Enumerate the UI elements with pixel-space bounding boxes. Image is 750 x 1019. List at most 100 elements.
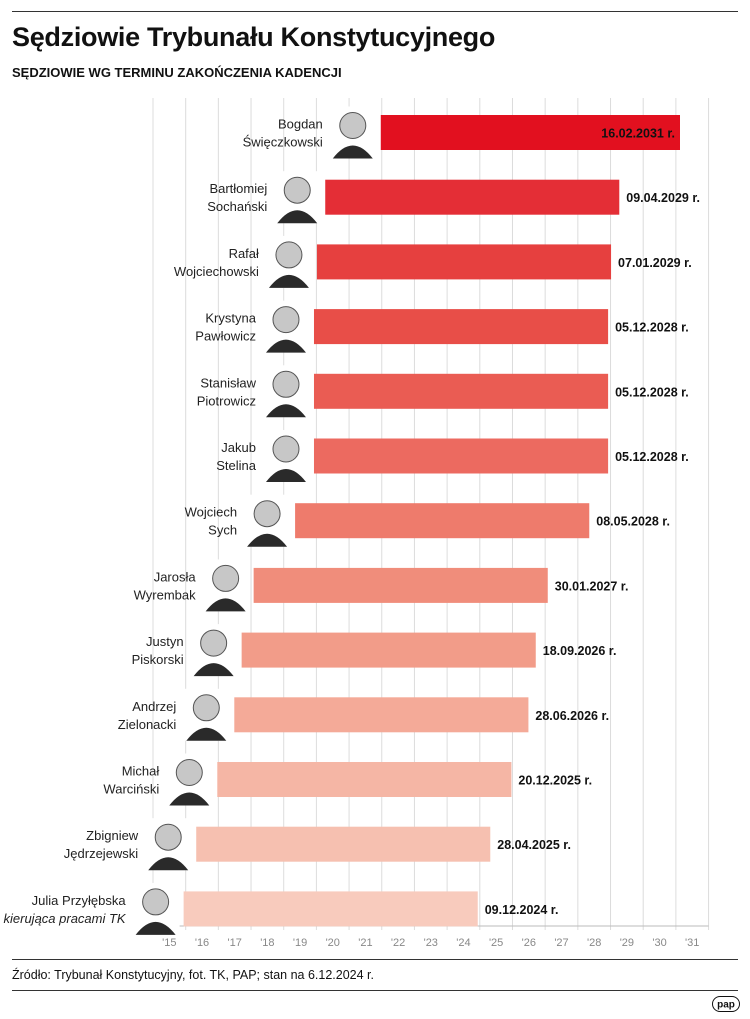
judge-role-label: kierująca pracami TK xyxy=(4,911,127,926)
source-note: Źródło: Trybunał Konstytucyjny, fot. TK,… xyxy=(12,968,374,982)
judge-name-label: Jarosła xyxy=(154,569,197,584)
portrait-shoulders xyxy=(265,339,306,353)
bar-end-date-label: 07.01.2029 r. xyxy=(618,256,692,270)
judge-name-label: Piskorski xyxy=(132,652,184,667)
x-tick-label: '20 xyxy=(326,937,340,949)
judge-name-label: Michał xyxy=(122,764,160,779)
portrait-shoulders xyxy=(148,857,189,871)
judge-name-label: Andrzej xyxy=(132,699,176,714)
judge-name-label: Stelina xyxy=(216,458,257,473)
judge-name-label: Wyrembak xyxy=(134,587,197,602)
pap-logo: pap xyxy=(712,996,740,1012)
portrait-head xyxy=(212,564,240,592)
portrait-shoulders xyxy=(332,145,373,159)
portrait-head xyxy=(154,823,182,851)
portrait-head xyxy=(142,888,170,916)
judge-name-label: Zielonacki xyxy=(118,717,177,732)
bar-end-date-label: 09.12.2024 r. xyxy=(485,903,559,917)
judge-name-label: Krystyna xyxy=(205,311,256,326)
portrait-shoulders xyxy=(135,921,176,935)
portrait-shoulders xyxy=(193,663,234,677)
bar-end-date-label: 20.12.2025 r. xyxy=(518,774,592,788)
x-tick-label: '25 xyxy=(489,937,503,949)
judge-name-label: Wojciech xyxy=(185,505,238,520)
portrait-shoulders xyxy=(265,404,306,418)
bar-end-date-label: 16.02.2031 r. xyxy=(601,127,675,141)
judge-name-label: Jakub xyxy=(221,440,256,455)
x-tick-label: '19 xyxy=(293,937,307,949)
term-bar xyxy=(380,115,680,150)
judge-name-label: Warciński xyxy=(103,782,159,797)
portrait-head xyxy=(175,759,203,786)
bar-end-date-label: 08.05.2028 r. xyxy=(596,515,670,529)
page-subtitle: SĘDZIOWIE WG TERMINU ZAKOŃCZENIA KADENCJ… xyxy=(12,65,342,80)
term-bar xyxy=(234,697,529,733)
portrait-shoulders xyxy=(277,210,318,224)
term-bar xyxy=(325,179,620,215)
footer-rule-bottom xyxy=(12,990,738,991)
term-bar xyxy=(253,567,548,603)
portrait-shoulders xyxy=(205,598,246,612)
bar-end-date-label: 28.04.2025 r. xyxy=(497,838,571,852)
judge-name-label: Wojciechowski xyxy=(174,264,259,279)
portrait-shoulders xyxy=(247,533,288,547)
bar-end-date-label: 05.12.2028 r. xyxy=(615,450,689,464)
judge-name-label: Bogdan xyxy=(278,117,323,132)
judge-name-label: Sych xyxy=(208,523,237,538)
bar-end-date-label: 28.06.2026 r. xyxy=(535,709,609,723)
x-tick-label: '22 xyxy=(391,937,405,949)
portrait-head xyxy=(200,629,228,657)
term-bar xyxy=(313,309,609,345)
term-bar xyxy=(316,244,612,280)
term-bar xyxy=(217,762,512,797)
portrait-shoulders xyxy=(268,274,309,288)
portrait-head xyxy=(275,241,303,269)
portrait-shoulders xyxy=(169,792,210,806)
svg-text:pap: pap xyxy=(717,1000,735,1011)
term-bar xyxy=(241,632,536,668)
term-bar xyxy=(295,503,590,539)
x-tick-label: '24 xyxy=(456,937,470,949)
judge-name-label: Stanisław xyxy=(200,375,256,390)
judge-name-label: Julia Przyłębska xyxy=(32,893,127,908)
judge-name-label: Pawłowicz xyxy=(195,329,256,344)
judge-name-label: Jędrzejewski xyxy=(64,846,139,861)
portrait-head xyxy=(253,500,281,528)
x-tick-label: '31 xyxy=(685,937,699,949)
judge-name-label: Piotrowicz xyxy=(197,393,256,408)
x-tick-label: '15 xyxy=(162,937,176,949)
x-tick-label: '30 xyxy=(652,937,666,949)
x-tick-label: '29 xyxy=(620,937,634,949)
x-tick-label: '16 xyxy=(195,937,209,949)
judge-name-label: Rafał xyxy=(229,246,259,261)
term-bar xyxy=(313,438,609,474)
x-tick-label: '27 xyxy=(554,937,568,949)
x-tick-label: '17 xyxy=(228,937,242,949)
x-tick-label: '26 xyxy=(522,937,536,949)
x-tick-label: '28 xyxy=(587,937,601,949)
judge-name-label: Sochański xyxy=(207,199,267,214)
portrait-head xyxy=(272,370,300,398)
bar-end-date-label: 09.04.2029 r. xyxy=(626,191,700,205)
portrait-head xyxy=(272,435,300,463)
bar-end-date-label: 18.09.2026 r. xyxy=(543,644,617,658)
bar-end-date-label: 05.12.2028 r. xyxy=(615,321,689,335)
portrait-head xyxy=(339,112,367,139)
x-tick-label: '23 xyxy=(424,937,438,949)
term-bar xyxy=(196,826,491,862)
portrait-head xyxy=(192,694,220,722)
judge-name-label: Bartłomiej xyxy=(209,181,267,196)
judge-name-label: Święczkowski xyxy=(243,135,323,150)
judge-name-label: Zbigniew xyxy=(86,828,139,843)
portrait-head xyxy=(272,306,300,334)
term-bar xyxy=(313,373,609,409)
portrait-head xyxy=(283,176,311,204)
x-tick-label: '21 xyxy=(358,937,372,949)
judge-name-label: Justyn xyxy=(146,634,184,649)
term-chart: '15 '16 '17 '18 '19 '20 '21 '22 '23 '24 '25 '26 '27 '… xyxy=(4,98,710,949)
top-rule xyxy=(12,11,738,12)
footer-rule-top xyxy=(12,959,738,960)
portrait-shoulders xyxy=(186,727,227,741)
page-title: Sędziowie Trybunału Konstytucyjnego xyxy=(12,22,496,52)
bar-end-date-label: 05.12.2028 r. xyxy=(615,385,689,399)
